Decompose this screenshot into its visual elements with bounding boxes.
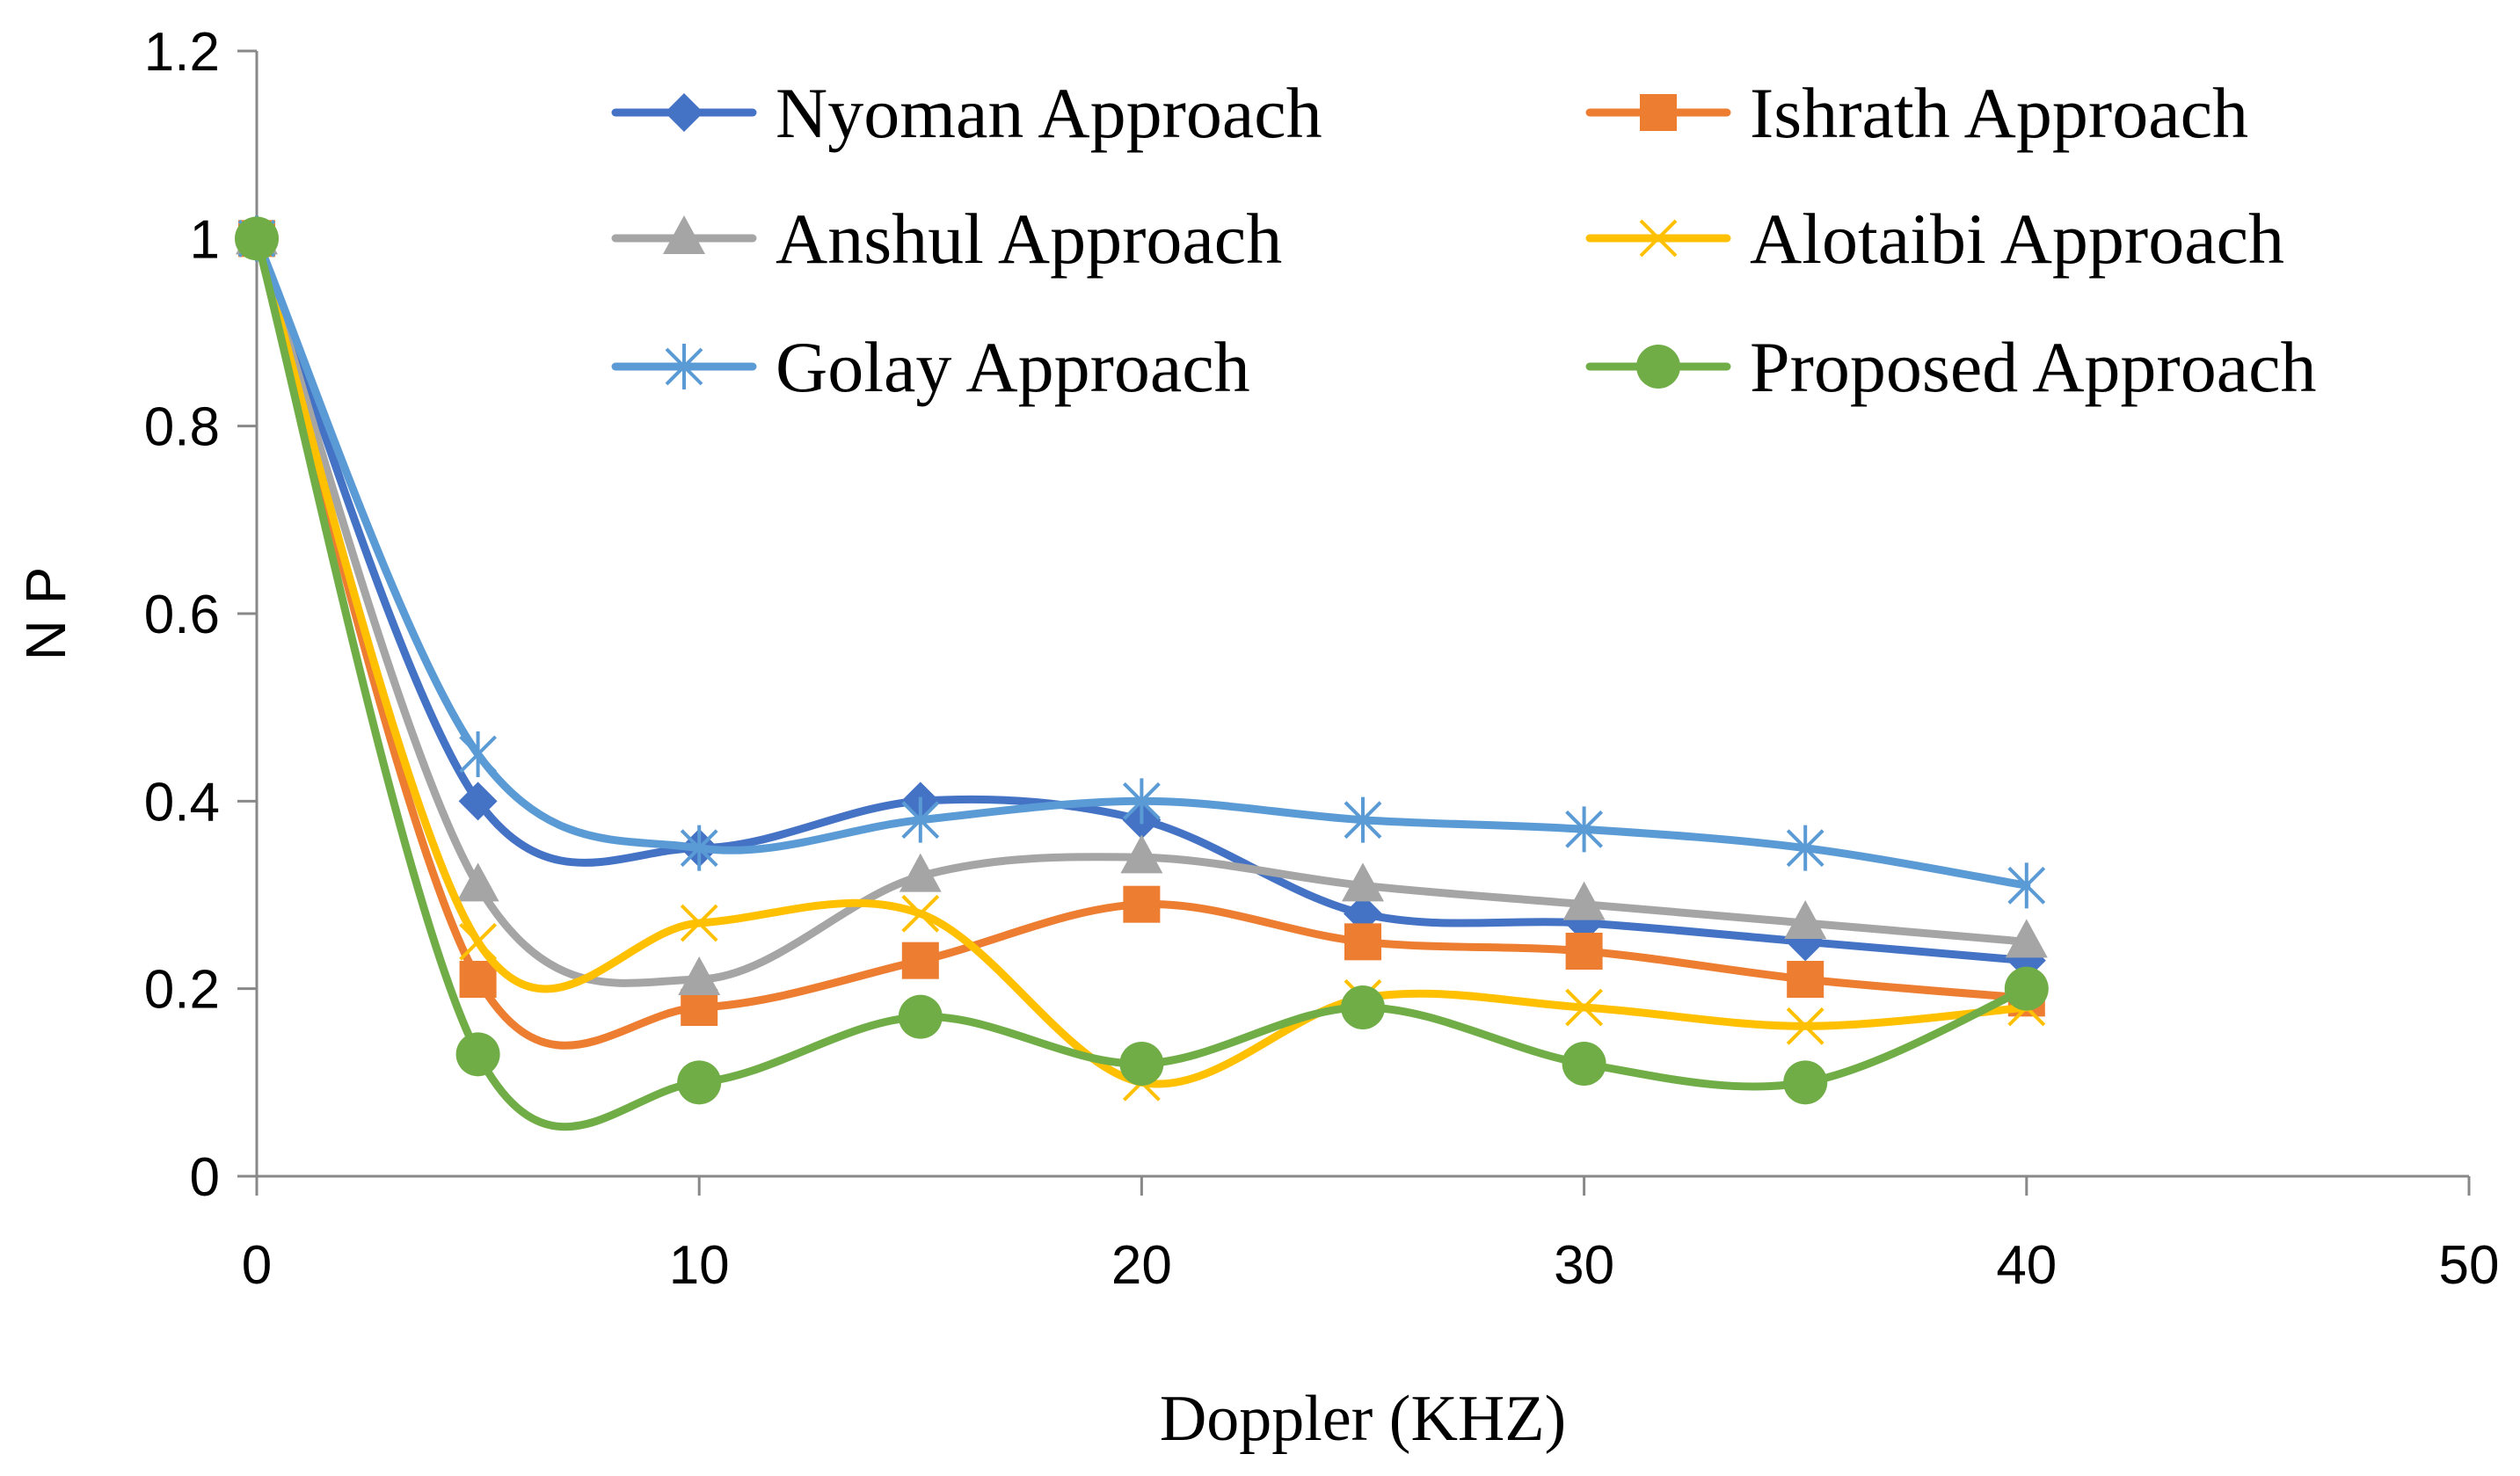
- data-point: [1565, 933, 1603, 970]
- x-tick-label: 50: [2439, 1235, 2500, 1296]
- data-point: [459, 731, 498, 777]
- legend-marker: [1640, 94, 1677, 131]
- data-point: [899, 853, 942, 892]
- legend-label: Ishrath Approach: [1750, 73, 2248, 153]
- y-axis-title: N P: [14, 567, 77, 661]
- legend-label: Nyoman Approach: [776, 73, 1322, 153]
- x-tick-label: 40: [1996, 1235, 2057, 1296]
- data-point: [1783, 1060, 1828, 1105]
- data-point: [1787, 961, 1824, 998]
- data-point: [456, 862, 499, 902]
- x-tick-label: 0: [242, 1235, 272, 1296]
- data-point: [459, 961, 497, 998]
- y-tick-label: 0: [190, 1147, 220, 1208]
- legend-label: Golay Approach: [776, 327, 1250, 407]
- data-point: [1119, 1042, 1164, 1086]
- series-line: [252, 234, 2031, 1131]
- data-point: [1122, 778, 1161, 825]
- legend-marker: [665, 93, 703, 132]
- data-point: [235, 216, 279, 261]
- data-point: [2004, 966, 2049, 1011]
- data-point: [1342, 862, 1384, 902]
- y-tick-label: 0.2: [144, 960, 220, 1021]
- y-tick-label: 1.2: [144, 22, 220, 83]
- legend-marker: [665, 344, 703, 389]
- x-tick-label: 20: [1111, 1235, 1172, 1296]
- series-group: [235, 215, 2049, 1131]
- legend-label: Alotaibi Approach: [1750, 199, 2284, 279]
- legend-item: Nyoman Approach: [611, 73, 1322, 153]
- x-tick-label: 10: [669, 1235, 730, 1296]
- axes: 0 0.2 0.4 0.6 0.8 1 1.2 0 10 20 30 40 50: [144, 22, 2500, 1296]
- y-tick-label: 0.6: [144, 585, 220, 645]
- legend-item: Proposed Approach: [1585, 327, 2317, 407]
- series-proposed-approach: [235, 216, 2049, 1131]
- series-ishrath-approach: [238, 220, 2045, 1050]
- y-tick-label: 1: [190, 209, 220, 270]
- legend-item: Alotaibi Approach: [1585, 199, 2284, 279]
- legend-marker: [1639, 219, 1678, 258]
- data-point: [1344, 923, 1381, 961]
- legend: Nyoman Approach Ishrath Approach Anshul Ap…: [611, 73, 2317, 407]
- series-line: [252, 234, 2031, 1088]
- series-golay-approach: [237, 215, 2046, 909]
- data-point: [901, 796, 940, 843]
- data-point: [1562, 881, 1606, 920]
- data-point: [1120, 834, 1163, 874]
- data-point: [2007, 862, 2046, 909]
- legend-item: Anshul Approach: [611, 199, 1282, 279]
- data-point: [1565, 988, 1604, 1027]
- data-point: [455, 1032, 500, 1077]
- data-point: [1344, 796, 1382, 843]
- y-tick-label: 0.4: [144, 772, 220, 833]
- data-point: [680, 904, 718, 942]
- data-point: [1786, 825, 1824, 871]
- data-point: [680, 825, 718, 871]
- x-axis-title: Doppler (KHZ): [1160, 1383, 1566, 1455]
- legend-label: Anshul Approach: [776, 199, 1282, 279]
- data-point: [1784, 900, 1827, 939]
- data-point: [898, 994, 943, 1039]
- data-point: [1565, 806, 1604, 853]
- series-line: [252, 234, 2031, 890]
- legend-item: Ishrath Approach: [1585, 73, 2248, 153]
- legend-marker: [1636, 345, 1680, 389]
- y-tick-label: 0.8: [144, 397, 220, 458]
- data-point: [1786, 1007, 1824, 1045]
- x-tick-label: 30: [1554, 1235, 1614, 1296]
- series-line: [252, 234, 2031, 987]
- data-point: [678, 956, 721, 995]
- data-point: [1562, 1042, 1606, 1086]
- data-point: [1123, 885, 1161, 923]
- legend-marker: [663, 215, 705, 254]
- data-point: [901, 942, 939, 979]
- data-point: [677, 1060, 722, 1105]
- data-point: [2005, 919, 2048, 958]
- legend-label: Proposed Approach: [1750, 327, 2317, 407]
- data-point: [459, 922, 498, 961]
- legend-item: Golay Approach: [611, 327, 1250, 407]
- data-point: [458, 782, 498, 821]
- data-point: [1341, 985, 1385, 1029]
- series-line: [252, 234, 2031, 1050]
- data-point: [901, 894, 940, 933]
